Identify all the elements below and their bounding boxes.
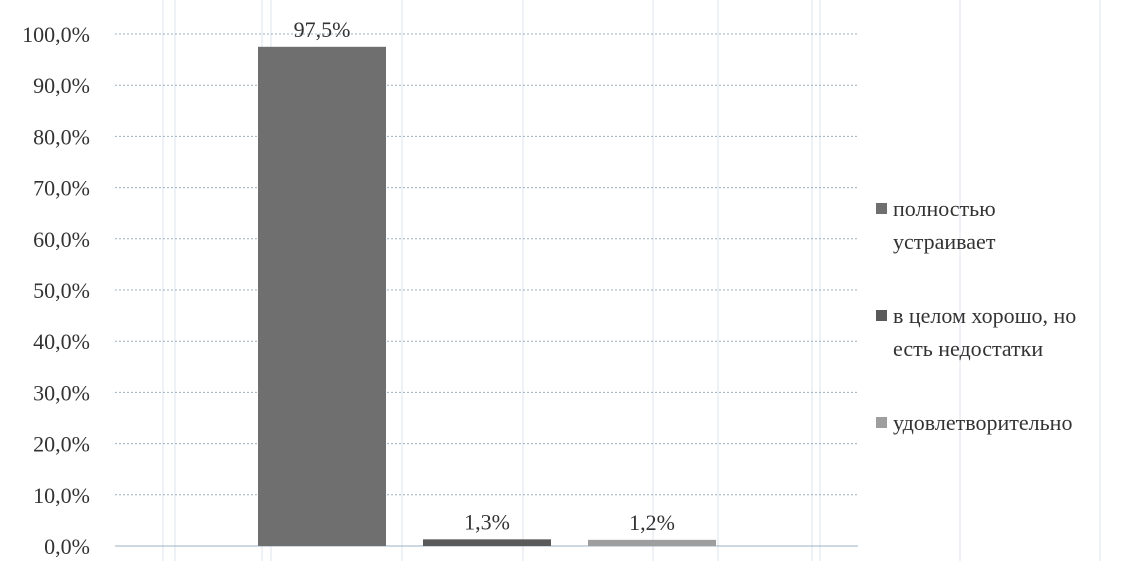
y-tick-label: 50,0% — [33, 278, 90, 303]
y-tick-label: 60,0% — [33, 227, 90, 252]
data-label: 97,5% — [294, 17, 351, 42]
y-tick-label: 30,0% — [33, 380, 90, 405]
legend-swatch — [876, 417, 887, 428]
y-axis-tick-labels: 0,0% 10,0% 20,0% 30,0% 40,0% 50,0% 60,0% 70,0% 8… — [22, 22, 90, 559]
legend-swatch — [876, 203, 887, 214]
y-tick-label: 0,0% — [44, 534, 90, 559]
bar — [258, 46, 386, 547]
y-tick-label: 80,0% — [33, 124, 90, 149]
legend-label: полностью — [893, 196, 996, 221]
y-tick-label: 90,0% — [33, 73, 90, 98]
y-tick-label: 100,0% — [22, 22, 90, 47]
y-tick-label: 70,0% — [33, 176, 90, 201]
legend-label: устраивает — [893, 229, 996, 254]
bar — [423, 539, 551, 546]
legend-label: есть недостатки — [893, 336, 1043, 361]
y-tick-label: 10,0% — [33, 483, 90, 508]
y-tick-label: 20,0% — [33, 432, 90, 457]
legend-label: удовлетворительно — [893, 410, 1072, 435]
bar — [588, 539, 716, 546]
legend-swatch — [876, 310, 887, 321]
data-labels: 97,5% 1,3% 1,2% — [294, 17, 675, 535]
y-tick-label: 40,0% — [33, 329, 90, 354]
legend-label: в целом хорошо, но — [893, 303, 1076, 328]
y-gridlines — [115, 33, 858, 547]
data-label: 1,2% — [629, 510, 675, 535]
legend: полностью устраивает в целом хорошо, но ест… — [876, 196, 1076, 435]
data-label: 1,3% — [464, 509, 510, 534]
bars — [258, 46, 716, 547]
